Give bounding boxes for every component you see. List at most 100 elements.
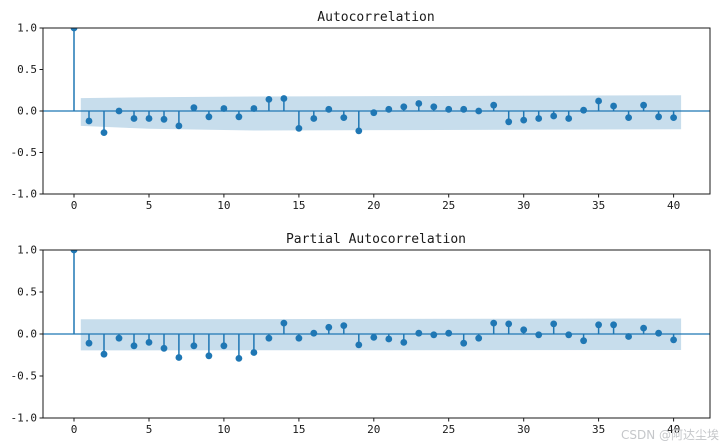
pacf-subplot: Partial Autocorrelation 0 5 10 15 20 25 30 35 40… bbox=[11, 232, 711, 436]
marker-lag-14 bbox=[280, 319, 288, 327]
marker-lag-26 bbox=[460, 105, 468, 113]
x-tick-label: 30 bbox=[517, 199, 530, 212]
marker-lag-25 bbox=[445, 105, 453, 113]
marker-lag-13 bbox=[265, 334, 273, 342]
marker-lag-5 bbox=[145, 339, 153, 346]
x-tick-label: 20 bbox=[367, 199, 380, 212]
marker-lag-6 bbox=[160, 344, 168, 352]
marker-lag-29 bbox=[505, 118, 513, 126]
marker-lag-0 bbox=[70, 28, 78, 32]
marker-lag-16 bbox=[310, 115, 318, 122]
marker-lag-32 bbox=[550, 112, 558, 120]
x-tick-label: 15 bbox=[292, 423, 305, 436]
x-tick-label: 35 bbox=[592, 423, 605, 436]
marker-lag-27 bbox=[475, 107, 483, 115]
marker-lag-30 bbox=[520, 116, 528, 124]
x-tick-label: 30 bbox=[517, 423, 530, 436]
marker-lag-28 bbox=[490, 319, 498, 327]
marker-lag-20 bbox=[370, 109, 378, 117]
x-tick-label: 5 bbox=[146, 423, 153, 436]
marker-lag-24 bbox=[430, 103, 438, 111]
marker-lag-2 bbox=[100, 350, 108, 358]
marker-lag-17 bbox=[325, 323, 333, 331]
marker-lag-25 bbox=[445, 329, 453, 337]
y-tick-label: -0.5 bbox=[11, 370, 38, 383]
marker-lag-28 bbox=[490, 101, 498, 109]
marker-lag-40 bbox=[670, 114, 677, 121]
marker-lag-15 bbox=[295, 334, 303, 342]
marker-lag-12 bbox=[250, 349, 258, 356]
acf-axis-ticks: 0 5 10 15 20 25 30 35 40 1.0 0.5 0.0 -0.5 -1.0 bbox=[11, 22, 681, 213]
marker-lag-15 bbox=[295, 124, 303, 132]
marker-lag-24 bbox=[430, 331, 438, 339]
marker-lag-35 bbox=[595, 97, 602, 105]
marker-lag-35 bbox=[595, 321, 602, 329]
x-tick-label: 25 bbox=[442, 199, 455, 212]
marker-lag-31 bbox=[535, 115, 543, 122]
marker-lag-17 bbox=[325, 105, 333, 113]
marker-lag-36 bbox=[610, 321, 617, 329]
marker-lag-3 bbox=[115, 334, 123, 342]
y-tick-label: -0.5 bbox=[11, 146, 38, 159]
marker-lag-14 bbox=[280, 95, 288, 102]
marker-lag-10 bbox=[220, 342, 228, 350]
marker-lag-12 bbox=[250, 105, 258, 112]
marker-lag-10 bbox=[220, 105, 228, 112]
acf-title: Autocorrelation bbox=[317, 10, 434, 25]
acf-axes-border bbox=[42, 27, 711, 195]
y-tick-label: 0.5 bbox=[17, 63, 37, 76]
marker-lag-6 bbox=[160, 115, 168, 123]
marker-lag-22 bbox=[400, 339, 408, 346]
marker-lag-37 bbox=[625, 114, 632, 121]
marker-lag-27 bbox=[475, 334, 483, 342]
marker-lag-23 bbox=[415, 329, 423, 337]
y-tick-label: 0.5 bbox=[17, 286, 37, 299]
marker-lag-19 bbox=[355, 341, 363, 349]
markers bbox=[70, 28, 677, 137]
marker-lag-19 bbox=[355, 127, 363, 135]
y-tick-label: 0.0 bbox=[17, 328, 37, 341]
marker-lag-39 bbox=[655, 329, 662, 337]
markers bbox=[70, 250, 677, 362]
x-tick-label: 20 bbox=[367, 423, 380, 436]
marker-lag-11 bbox=[235, 355, 243, 362]
marker-lag-38 bbox=[640, 324, 647, 332]
marker-lag-36 bbox=[610, 102, 617, 110]
marker-lag-38 bbox=[640, 101, 647, 109]
y-tick-label: 1.0 bbox=[17, 22, 37, 35]
marker-lag-8 bbox=[190, 342, 198, 350]
marker-lag-2 bbox=[100, 129, 108, 137]
marker-lag-3 bbox=[115, 107, 123, 115]
marker-lag-5 bbox=[145, 115, 153, 122]
pacf-title: Partial Autocorrelation bbox=[286, 232, 466, 247]
marker-lag-39 bbox=[655, 113, 662, 121]
pacf-axes-border bbox=[42, 249, 711, 419]
watermark: CSDN @阿达尘埃 bbox=[621, 428, 719, 442]
x-tick-label: 0 bbox=[71, 423, 78, 436]
x-tick-label: 0 bbox=[71, 199, 78, 212]
marker-lag-8 bbox=[190, 104, 198, 112]
marker-lag-1 bbox=[85, 339, 93, 347]
marker-lag-20 bbox=[370, 334, 378, 341]
x-tick-label: 5 bbox=[146, 199, 153, 212]
confidence-band bbox=[80, 95, 682, 131]
marker-lag-13 bbox=[265, 96, 273, 103]
y-tick-label: 1.0 bbox=[17, 244, 37, 257]
x-tick-label: 15 bbox=[292, 199, 305, 212]
x-tick-label: 35 bbox=[592, 199, 605, 212]
x-tick-label: 40 bbox=[667, 199, 680, 212]
marker-lag-9 bbox=[205, 113, 213, 121]
marker-lag-21 bbox=[385, 335, 393, 343]
pacf-plot-area bbox=[43, 250, 710, 362]
marker-lag-22 bbox=[400, 103, 408, 111]
acf-subplot: Autocorrelation 0 5 10 15 20 25 30 35 40 1.0 0.5 0.… bbox=[11, 10, 711, 212]
y-tick-label: -1.0 bbox=[11, 188, 38, 201]
marker-lag-40 bbox=[670, 336, 677, 344]
marker-lag-33 bbox=[565, 331, 573, 339]
marker-lag-1 bbox=[85, 117, 93, 125]
marker-lag-26 bbox=[460, 339, 468, 347]
marker-lag-32 bbox=[550, 320, 558, 328]
x-tick-label: 40 bbox=[667, 423, 680, 436]
